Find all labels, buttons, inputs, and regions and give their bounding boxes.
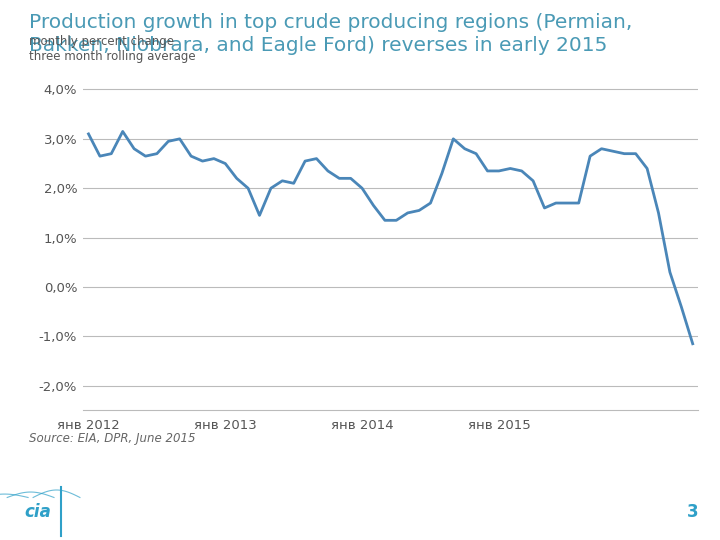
Text: Source: EIA, DPR, June 2015: Source: EIA, DPR, June 2015 xyxy=(29,432,195,445)
Text: Lower oil prices and the energy outlook: Lower oil prices and the energy outlook xyxy=(104,495,338,508)
Text: three month rolling average: three month rolling average xyxy=(29,50,195,63)
Text: cia: cia xyxy=(24,503,51,521)
Text: June 2015: June 2015 xyxy=(104,516,164,530)
FancyBboxPatch shape xyxy=(0,487,101,537)
Text: Production growth in top crude producing regions (Permian,
Bakken, Niobrara, and: Production growth in top crude producing… xyxy=(29,14,632,55)
Text: 3: 3 xyxy=(687,503,698,521)
Text: monthly percent change: monthly percent change xyxy=(29,35,174,48)
Circle shape xyxy=(462,494,720,530)
